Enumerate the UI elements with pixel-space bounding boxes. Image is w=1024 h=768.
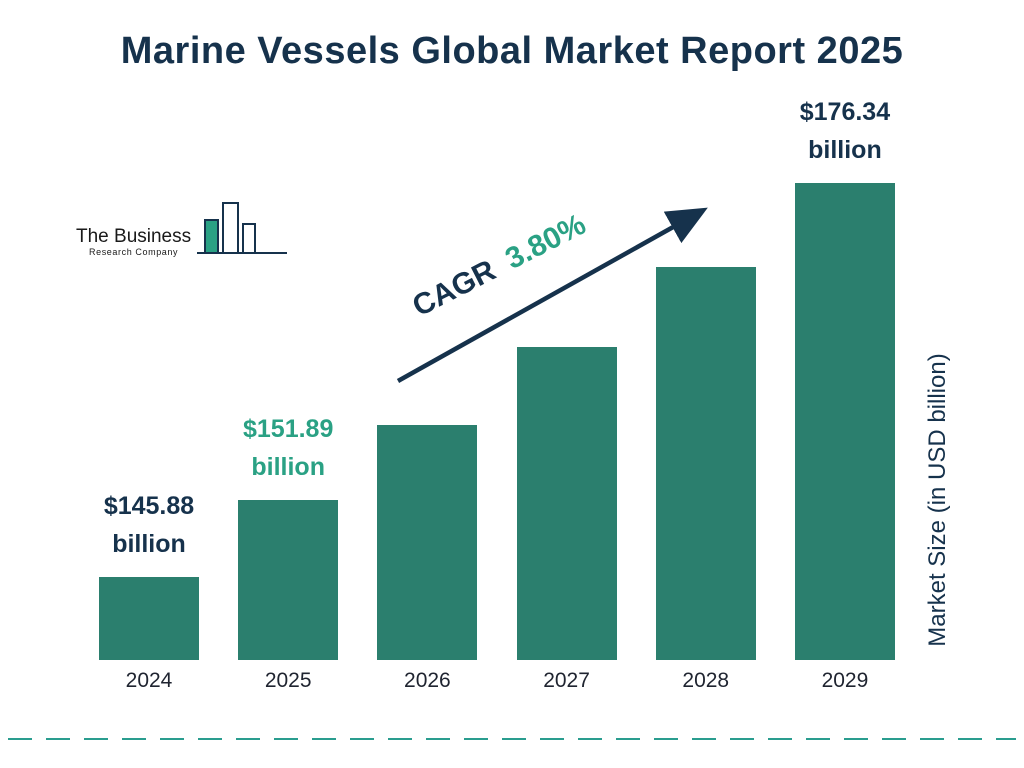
bar-chart: $145.88 billion $151.89 billion $176.34 billi… [99,98,895,660]
bottom-dashed-divider [8,738,1016,740]
bar-2027 [516,347,617,660]
bar-chart-logo-icon [197,202,288,254]
bar-2024 [99,577,199,660]
x-tick-2027: 2027 [543,669,590,692]
x-tick-2024: 2024 [125,669,173,692]
bar-2029 [794,183,895,660]
x-axis-ticks: 2024 2025 2026 2027 2028 2029 [99,669,895,693]
page-title: Marine Vessels Global Market Report 2025 [120,30,904,72]
brand-name: The Business [76,226,192,248]
bar-column [377,425,478,660]
bar-2025 [238,500,339,660]
bar-2026 [377,425,478,660]
bar-column: $145.88 billion [99,492,199,660]
brand-subtitle: Research Company [88,247,179,258]
bar-column [655,267,756,660]
brand-logo-text: The Business Research Company [76,226,192,258]
x-tick-2029: 2029 [821,669,869,692]
bar-column: $176.34 billion [794,98,895,660]
brand-logo: The Business Research Company [76,198,289,258]
bar-column [516,347,617,660]
bar-2028 [655,267,756,660]
value-label-2024: $145.88 billion [103,492,195,558]
value-label-2025: $151.89 billion [243,415,334,481]
x-tick-2026: 2026 [404,669,451,692]
x-tick-2025: 2025 [264,669,312,692]
value-label-2029: $176.34 billion [799,98,891,164]
y-axis-label: Market Size (in USD billion) [924,353,951,647]
x-tick-2028: 2028 [682,669,730,692]
bar-column: $151.89 billion [238,415,339,660]
